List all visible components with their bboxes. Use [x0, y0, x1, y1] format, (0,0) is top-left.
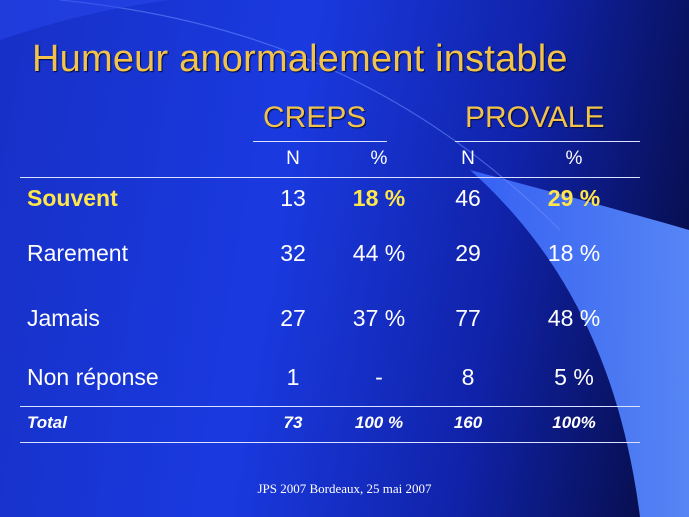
rarement-creps-pct: 44 % [352, 240, 406, 266]
jamais-provale-pct: 48 % [547, 305, 601, 331]
subheader-creps-n: N [286, 148, 300, 169]
non-reponse-provale-n: 8 [461, 364, 475, 390]
non-reponse-creps-pct: - [375, 364, 383, 390]
row-label-jamais: Jamais [27, 305, 100, 331]
souvent-creps-pct: 18 % [352, 185, 406, 211]
jamais-creps-n: 27 [280, 305, 306, 331]
slide-footer: JPS 2007 Bordeaux, 25 mai 2007 [257, 481, 432, 496]
rarement-provale-pct: 18 % [547, 240, 601, 266]
total-creps-pct: 100 % [354, 413, 404, 432]
souvent-provale-pct: 29 % [547, 185, 601, 211]
non-reponse-creps-n: 1 [286, 364, 300, 390]
group-header-provale: PROVALE [465, 101, 605, 134]
total-provale-n: 160 [453, 413, 483, 432]
non-reponse-provale-pct: 5 % [554, 364, 594, 390]
slide-title: Humeur anormalement instable [32, 38, 568, 80]
subheader-provale-pct: % [565, 148, 583, 169]
provale-underline [455, 141, 640, 142]
row-label-non-reponse: Non réponse [27, 364, 159, 390]
total-top-divider [20, 406, 640, 407]
row-label-rarement: Rarement [27, 240, 128, 266]
group-header-creps: CREPS [263, 101, 367, 134]
header-divider [20, 177, 640, 178]
creps-underline [253, 141, 387, 142]
rarement-provale-n: 29 [455, 240, 481, 266]
total-provale-pct: 100% [552, 413, 596, 432]
souvent-creps-n: 13 [280, 185, 306, 211]
row-label-total: Total [27, 413, 67, 432]
subheader-provale-n: N [461, 148, 475, 169]
rarement-creps-n: 32 [280, 240, 306, 266]
souvent-provale-n: 46 [455, 185, 481, 211]
jamais-creps-pct: 37 % [352, 305, 406, 331]
total-creps-n: 73 [283, 413, 303, 432]
total-bottom-divider [20, 442, 640, 443]
subheader-creps-pct: % [370, 148, 388, 169]
jamais-provale-n: 77 [455, 305, 481, 331]
row-label-souvent: Souvent [27, 185, 118, 211]
